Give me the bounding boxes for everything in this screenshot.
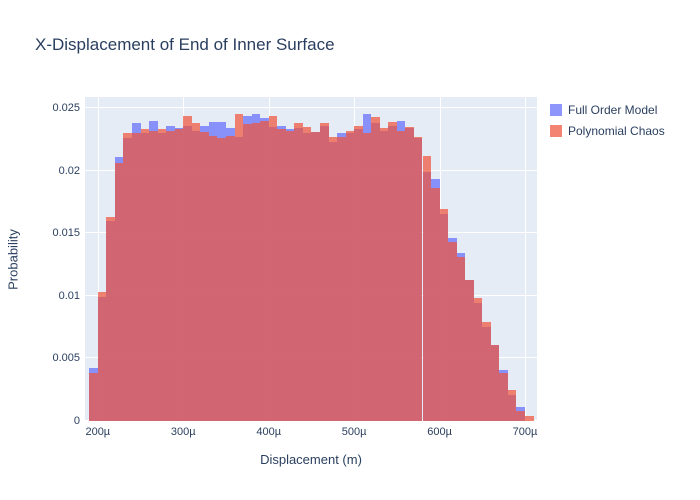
x-tick-label: 700µ [512, 426, 538, 438]
histogram-bar [277, 129, 286, 421]
chart-title: X-Displacement of End of Inner Surface [35, 35, 335, 54]
histogram-bar [217, 138, 226, 421]
histogram-bar [482, 322, 491, 421]
histogram-bar [405, 126, 414, 421]
histogram-bar [97, 292, 107, 421]
histogram-bar [157, 129, 167, 421]
histogram-bar [337, 136, 346, 421]
histogram-bar [191, 123, 201, 421]
histogram-bar [490, 344, 500, 421]
histogram-bar [234, 114, 244, 421]
histogram-bar [140, 129, 150, 421]
legend-swatch-full-order-model-icon [550, 104, 562, 116]
histogram-bar [448, 241, 457, 421]
histogram-bar [499, 373, 508, 421]
histogram-bar [260, 120, 269, 421]
histogram-bar [200, 131, 209, 421]
x-tick-label: 400µ [256, 426, 282, 438]
histogram-bar [362, 133, 372, 421]
histogram-bar [413, 136, 423, 421]
histogram-bar [396, 130, 406, 421]
legend: Full Order Model Polynomial Chaos [550, 103, 665, 145]
gridline-v [525, 97, 527, 421]
histogram-bar [328, 136, 338, 421]
y-tick-label: 0.02 [58, 164, 80, 177]
y-tick-label: 0.015 [52, 227, 80, 240]
histogram-bar [525, 416, 534, 421]
y-axis-title: Probability [5, 229, 21, 290]
histogram-bar [371, 116, 380, 421]
histogram-bar [388, 121, 397, 421]
histogram-bar [225, 135, 235, 421]
histogram-bar [465, 279, 474, 421]
histogram-bar [166, 130, 175, 421]
legend-item-polynomial-chaos[interactable]: Polynomial Chaos [550, 124, 665, 138]
histogram-bar [174, 129, 184, 421]
histogram-bar [379, 128, 389, 421]
histogram-bar [131, 133, 141, 421]
gridline-v [97, 97, 99, 421]
x-tick-label: 500µ [341, 426, 367, 438]
histogram-bar [473, 298, 483, 421]
histogram-bar [311, 131, 320, 421]
histogram-bar [302, 126, 312, 421]
histogram-bar [439, 209, 449, 421]
y-tick-label: 0 [73, 415, 80, 427]
histogram-bar [319, 123, 329, 421]
legend-swatch-polynomial-chaos-icon [550, 125, 562, 137]
legend-label: Full Order Model [568, 103, 658, 117]
legend-label: Polynomial Chaos [568, 124, 665, 138]
x-tick-label: 600µ [427, 426, 452, 438]
gridline-h [85, 107, 537, 109]
x-tick-label: 300µ [170, 426, 196, 438]
histogram-bar [123, 133, 132, 421]
y-tick-label: 0.01 [58, 289, 80, 302]
plot-area [85, 97, 537, 421]
y-tick-label: 0.005 [52, 352, 80, 365]
x-tick-label: 200µ [85, 426, 111, 438]
histogram-bar [294, 123, 303, 421]
histogram-bar [89, 373, 98, 421]
histogram-bar [106, 216, 115, 421]
histogram-bar [431, 188, 440, 421]
legend-item-full-order-model[interactable]: Full Order Model [550, 103, 665, 117]
histogram-bar [243, 124, 252, 421]
histogram-bar [114, 163, 124, 421]
histogram-bar [516, 411, 526, 421]
x-axis-title: Displacement (m) [260, 452, 362, 467]
histogram-bar [268, 115, 278, 421]
y-tick-label: 0.025 [52, 102, 80, 115]
histogram-bar [422, 155, 432, 421]
histogram-bar [149, 130, 158, 421]
histogram-bar [345, 130, 355, 421]
histogram-bar [354, 125, 363, 421]
histogram-bar [208, 135, 218, 421]
histogram-bar [285, 130, 295, 421]
histogram-bar [183, 115, 192, 421]
histogram-bar [251, 123, 261, 421]
histogram-bar [456, 257, 466, 421]
histogram-bar [507, 389, 517, 421]
